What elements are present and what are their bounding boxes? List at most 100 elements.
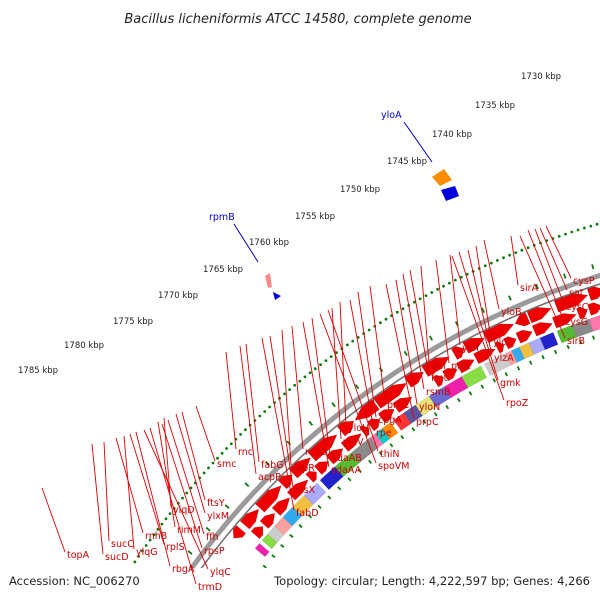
scale-dot: [345, 343, 349, 347]
reverse-gene-arrow: [515, 330, 533, 344]
feature-band: [254, 543, 270, 558]
scale-dot: [308, 371, 312, 375]
gene-label: rpsP: [204, 546, 225, 557]
feature-band: [428, 386, 452, 408]
genome-summary-text: Topology: circular; Length: 4,222,597 bp…: [273, 574, 590, 588]
reverse-gene-arrow: [532, 322, 553, 337]
scale-tick: [508, 295, 512, 301]
feature-band: [292, 495, 314, 517]
scale-dot: [144, 544, 148, 547]
gene-leader-line: [449, 254, 461, 346]
scale-tick: [403, 350, 408, 356]
scale-tick: [400, 435, 405, 440]
scale-dot: [418, 297, 422, 301]
scale-dot: [211, 461, 215, 465]
reverse-gene-arrow: [456, 359, 475, 374]
feature-band: [274, 516, 293, 536]
scale-dot: [202, 471, 206, 475]
scale-dot: [164, 517, 168, 521]
forward-gene-arrow: [354, 399, 380, 421]
scale-tick: [445, 404, 450, 410]
gene-leader-line: [369, 285, 386, 403]
forward-gene-arrow: [554, 293, 588, 313]
gene-label: sirB: [567, 336, 585, 347]
gene-leader-line: [161, 423, 203, 549]
scale-tick: [422, 419, 427, 424]
gene-leader-line: [349, 299, 375, 431]
gene-label: ylzA: [494, 353, 514, 364]
gene-label: ylqD: [173, 505, 195, 516]
scale-label: 1750 kbp: [340, 185, 380, 195]
gene-leader-line: [527, 229, 564, 320]
scale-tick: [298, 524, 303, 529]
gene-leader-line: [475, 245, 492, 340]
scale-tick: [337, 486, 342, 491]
gene-label: ylxM: [207, 511, 229, 522]
scale-dot: [268, 405, 271, 409]
gene-leader-line: [319, 313, 377, 464]
scale-dot: [141, 549, 144, 553]
scale-dot: [424, 294, 428, 297]
scale-dot: [303, 375, 307, 379]
scale-label: 1745 kbp: [387, 157, 427, 167]
feature-band: [374, 428, 391, 445]
scale-dot: [137, 555, 141, 558]
scale-tick: [480, 384, 485, 389]
scale-dot: [189, 486, 193, 490]
scale-dot: [453, 278, 457, 282]
gene-label: cysP: [573, 276, 595, 287]
gene-label: cpgA: [378, 415, 402, 426]
scale-dot: [335, 351, 338, 355]
scale-dot: [430, 291, 434, 294]
scale-dot: [413, 300, 416, 304]
gene-label: acpP: [258, 472, 281, 483]
feature-band: [483, 353, 512, 377]
accession-text: Accession: NC_006270: [9, 574, 140, 588]
scale-tick: [244, 482, 250, 487]
gene-leader-line: [327, 309, 379, 452]
scale-dot: [459, 275, 463, 279]
gene-label: def: [431, 361, 447, 372]
scale-label: 1730 kbp: [521, 72, 561, 82]
scale-tick: [553, 349, 558, 355]
gene-label: plsX: [295, 485, 316, 496]
scale-dot: [520, 248, 524, 252]
forward-gene-arrow: [337, 420, 354, 437]
gene-leader-line: [143, 429, 209, 570]
feature-band: [261, 533, 278, 550]
gene-label: fabD: [296, 508, 319, 519]
rna-leader-line: [233, 223, 259, 263]
scale-dot: [229, 442, 233, 446]
scale-label: 1760 kbp: [249, 238, 289, 248]
rna-feature: [441, 186, 459, 201]
scale-dot: [181, 496, 184, 500]
scale-dot: [496, 259, 499, 262]
scale-dot: [293, 383, 297, 387]
reverse-gene-arrow: [503, 336, 517, 350]
gene-leader-line: [129, 433, 165, 545]
gene-leader-line: [420, 265, 430, 364]
gene-label: yloI: [462, 343, 479, 354]
feature-band: [282, 506, 303, 527]
gene-label: priA: [451, 361, 471, 372]
scale-dot: [298, 379, 302, 383]
gene-label: thiN: [380, 449, 400, 460]
scale-dot: [514, 251, 518, 255]
feature-band: [334, 452, 361, 477]
gene-label: rnhB: [145, 531, 167, 542]
feature-band: [505, 350, 518, 366]
scale-dot: [508, 253, 511, 257]
forward-gene-arrow: [255, 485, 282, 513]
gene-leader-line: [269, 335, 294, 488]
gene-label: recG: [305, 447, 327, 458]
scale-dot: [570, 230, 574, 234]
scale-dot: [583, 226, 586, 230]
gene-label: spoVM: [378, 461, 410, 472]
feature-band: [319, 466, 344, 491]
scale-dot: [313, 367, 317, 371]
scale-dot: [589, 224, 593, 228]
gene-label: gmk: [500, 378, 521, 389]
gene-leader-line: [385, 283, 415, 420]
scale-tick: [265, 461, 270, 466]
scale-tick: [481, 307, 486, 314]
